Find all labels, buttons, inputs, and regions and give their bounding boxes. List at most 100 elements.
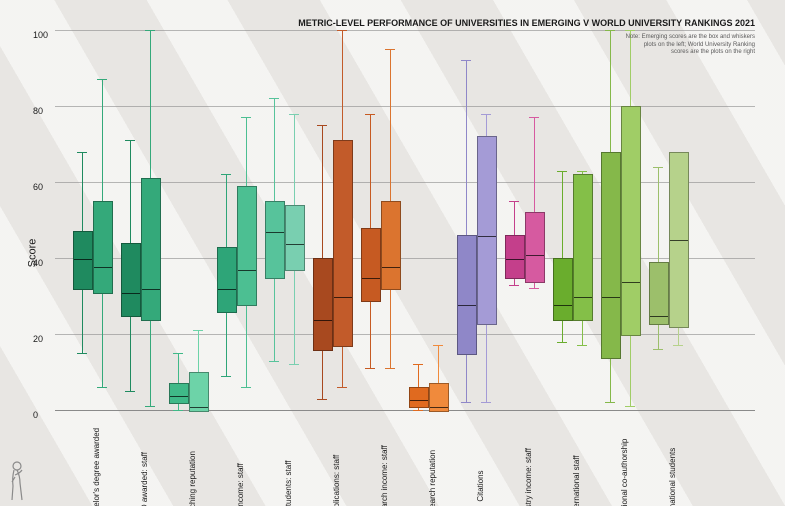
whisker xyxy=(582,319,583,346)
whisker xyxy=(562,319,563,342)
whisker xyxy=(226,174,227,246)
whisker xyxy=(630,334,631,406)
whisker xyxy=(342,345,343,387)
whisker xyxy=(294,114,295,205)
metric-slot xyxy=(265,30,313,410)
box-emerging xyxy=(649,262,669,325)
metric-slot xyxy=(217,30,265,410)
whisker-cap xyxy=(241,117,251,118)
thinking-figure-icon xyxy=(6,460,34,502)
x-tick-label: Research reputation xyxy=(428,450,437,506)
whisker-cap xyxy=(173,353,183,354)
whisker-cap xyxy=(97,387,107,388)
whisker-cap xyxy=(221,174,231,175)
whisker xyxy=(610,30,611,152)
metric-slot xyxy=(313,30,361,410)
whisker xyxy=(226,311,227,376)
whisker-cap xyxy=(77,353,87,354)
whisker-cap xyxy=(337,387,347,388)
x-tick-label: Citations xyxy=(476,470,485,501)
metric-slot xyxy=(121,30,169,410)
y-tick: 80 xyxy=(33,106,43,116)
whisker-cap xyxy=(529,117,539,118)
whisker-cap xyxy=(365,114,375,115)
whisker-cap xyxy=(77,152,87,153)
chart-note: Note: Emerging scores are the box and wh… xyxy=(625,34,755,57)
box-emerging xyxy=(505,235,525,279)
whisker xyxy=(514,201,515,235)
whisker-cap xyxy=(317,125,327,126)
whisker xyxy=(534,117,535,212)
whisker xyxy=(370,114,371,228)
whisker-cap xyxy=(653,349,663,350)
box-world xyxy=(285,205,305,272)
whisker-cap xyxy=(413,364,423,365)
box-world xyxy=(429,383,449,412)
whisker xyxy=(102,79,103,201)
y-tick: 20 xyxy=(33,334,43,344)
whisker-cap xyxy=(125,140,135,141)
whisker xyxy=(82,152,83,232)
box-world xyxy=(237,186,257,306)
whisker xyxy=(562,171,563,258)
whisker xyxy=(130,140,131,243)
x-tick-label: Income: staff xyxy=(236,463,245,506)
box-emerging xyxy=(361,228,381,302)
x-tick-label: Students: staff xyxy=(284,461,293,506)
box-emerging xyxy=(313,258,333,351)
whisker xyxy=(342,30,343,140)
box-world xyxy=(477,136,497,324)
whisker xyxy=(486,323,487,403)
x-tick-label: PhD awarded: staff xyxy=(140,452,149,506)
box-world xyxy=(333,140,353,347)
whisker-cap xyxy=(269,361,279,362)
whisker-cap xyxy=(461,60,471,61)
whisker xyxy=(390,49,391,201)
whisker-cap xyxy=(481,114,491,115)
whisker-cap xyxy=(241,387,251,388)
box-world xyxy=(189,372,209,412)
whisker xyxy=(246,304,247,388)
whisker xyxy=(486,114,487,137)
metric-slot xyxy=(361,30,409,410)
x-tick-label: International students xyxy=(668,448,677,506)
whisker xyxy=(418,364,419,387)
box-world xyxy=(381,201,401,290)
whisker xyxy=(82,288,83,353)
box-world xyxy=(669,152,689,329)
whisker-cap xyxy=(557,171,567,172)
plot-area: 020406080100 xyxy=(55,30,755,410)
box-emerging xyxy=(217,247,237,314)
whisker xyxy=(466,353,467,402)
whisker-cap xyxy=(337,30,347,31)
x-tick-label: International staff xyxy=(572,455,581,506)
gridline xyxy=(55,410,755,411)
x-tick-label: Research income: staff xyxy=(380,445,389,506)
x-axis-labels: PhD: bachelor's degree awardedPhD awarde… xyxy=(55,415,755,495)
box-emerging xyxy=(121,243,141,317)
x-tick-label: PhD: bachelor's degree awarded xyxy=(92,428,101,506)
whisker xyxy=(150,30,151,178)
whisker xyxy=(658,323,659,350)
whisker xyxy=(274,98,275,201)
metric-slot xyxy=(409,30,457,410)
x-tick-label: Teaching reputation xyxy=(188,451,197,506)
x-tick-label: Industry income: staff xyxy=(524,448,533,506)
metric-slot xyxy=(169,30,217,410)
whisker-cap xyxy=(385,368,395,369)
box-world xyxy=(141,178,161,321)
metric-slot xyxy=(649,30,697,410)
whisker xyxy=(102,292,103,387)
box-world xyxy=(573,174,593,320)
box-emerging xyxy=(265,201,285,279)
whisker-cap xyxy=(461,402,471,403)
box-world xyxy=(93,201,113,294)
metric-slot xyxy=(73,30,121,410)
whisker xyxy=(370,300,371,368)
whisker-cap xyxy=(433,345,443,346)
whisker-cap xyxy=(145,30,155,31)
whisker-cap xyxy=(317,399,327,400)
whisker-cap xyxy=(625,30,635,31)
whisker-cap xyxy=(125,391,135,392)
metric-slot xyxy=(553,30,601,410)
